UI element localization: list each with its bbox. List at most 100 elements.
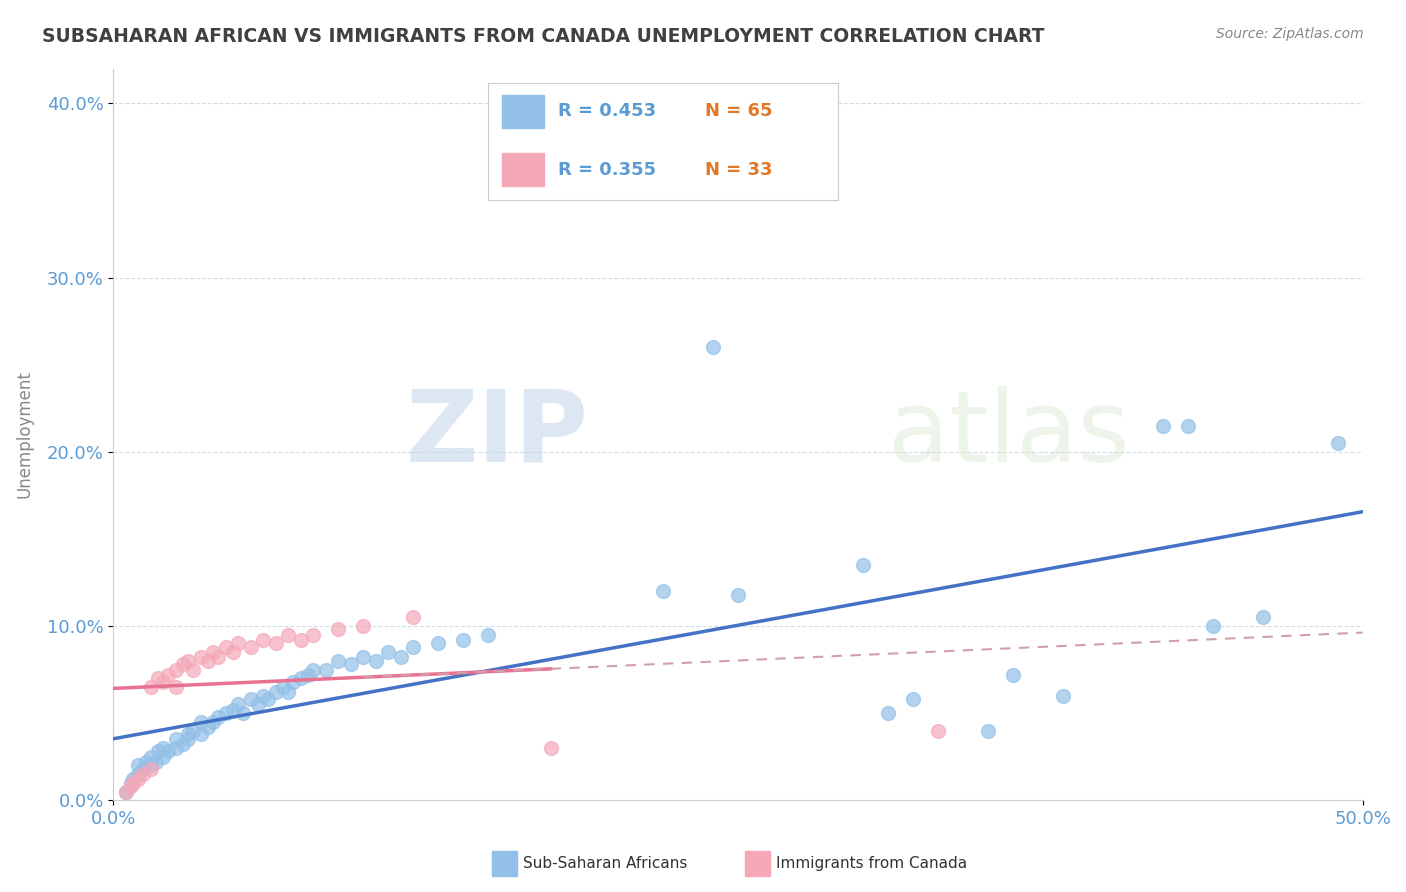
Point: [177, 727, 200, 741]
Point: [120, 776, 142, 790]
Point: [139, 762, 162, 776]
Point: [252, 632, 274, 647]
Point: [352, 619, 374, 633]
Point: [148, 744, 170, 758]
Point: [702, 340, 724, 354]
Point: [352, 650, 374, 665]
Point: [197, 654, 219, 668]
Point: [1152, 418, 1174, 433]
Point: [264, 685, 287, 699]
Point: [477, 628, 499, 642]
Point: [207, 709, 229, 723]
Point: [247, 698, 270, 712]
Point: [222, 703, 245, 717]
Point: [389, 650, 412, 665]
Point: [283, 674, 305, 689]
Point: [540, 741, 562, 756]
Point: [152, 741, 174, 756]
Point: [207, 650, 229, 665]
Point: [1001, 667, 1024, 681]
Point: [877, 706, 900, 720]
Point: [901, 692, 924, 706]
Point: [228, 698, 250, 712]
Point: [852, 558, 875, 572]
Point: [1201, 619, 1223, 633]
Point: [328, 623, 350, 637]
Point: [402, 610, 425, 624]
Point: [202, 714, 225, 729]
Point: [427, 636, 450, 650]
Point: [165, 741, 187, 756]
Text: Sub-Saharan Africans: Sub-Saharan Africans: [523, 856, 688, 871]
Point: [190, 727, 212, 741]
Point: [120, 779, 142, 793]
Point: [1177, 418, 1199, 433]
Point: [1052, 689, 1074, 703]
Point: [115, 784, 138, 798]
Point: [165, 663, 187, 677]
Point: [228, 636, 250, 650]
Point: [402, 640, 425, 654]
Point: [977, 723, 1000, 738]
Point: [328, 654, 350, 668]
Text: atlas: atlas: [889, 386, 1129, 483]
Point: [139, 680, 162, 694]
Point: [183, 663, 205, 677]
Text: SUBSAHARAN AFRICAN VS IMMIGRANTS FROM CANADA UNEMPLOYMENT CORRELATION CHART: SUBSAHARAN AFRICAN VS IMMIGRANTS FROM CA…: [42, 27, 1045, 45]
Point: [190, 714, 212, 729]
Text: Immigrants from Canada: Immigrants from Canada: [776, 856, 967, 871]
Point: [727, 588, 749, 602]
Point: [127, 767, 149, 781]
Point: [340, 657, 363, 672]
Point: [157, 667, 180, 681]
Point: [139, 749, 162, 764]
Text: ZIP: ZIP: [405, 386, 588, 483]
Point: [132, 767, 155, 781]
Point: [172, 738, 194, 752]
Point: [315, 663, 337, 677]
Point: [273, 680, 295, 694]
Point: [190, 650, 212, 665]
Point: [165, 732, 187, 747]
Point: [652, 584, 675, 599]
Point: [451, 632, 474, 647]
Text: Source: ZipAtlas.com: Source: ZipAtlas.com: [1216, 27, 1364, 41]
Point: [172, 657, 194, 672]
Point: [1251, 610, 1274, 624]
Point: [215, 706, 238, 720]
Point: [364, 654, 387, 668]
Point: [139, 758, 162, 772]
Point: [183, 723, 205, 738]
Point: [152, 674, 174, 689]
Point: [202, 645, 225, 659]
Point: [177, 654, 200, 668]
Point: [290, 632, 312, 647]
Point: [132, 762, 155, 776]
Point: [927, 723, 949, 738]
Point: [127, 758, 149, 772]
Point: [215, 640, 238, 654]
Point: [277, 628, 299, 642]
Point: [165, 680, 187, 694]
Point: [1326, 436, 1348, 450]
Point: [277, 685, 299, 699]
Point: [264, 636, 287, 650]
Point: [177, 732, 200, 747]
Point: [222, 645, 245, 659]
Point: [197, 720, 219, 734]
Point: [297, 667, 319, 681]
Point: [232, 706, 254, 720]
Point: [252, 689, 274, 703]
Point: [152, 749, 174, 764]
Point: [127, 772, 149, 787]
Point: [302, 628, 325, 642]
Point: [290, 671, 312, 685]
Point: [239, 692, 262, 706]
Point: [257, 692, 280, 706]
Point: [148, 671, 170, 685]
Point: [122, 776, 145, 790]
Point: [145, 755, 167, 769]
Point: [239, 640, 262, 654]
Point: [157, 744, 180, 758]
Point: [302, 663, 325, 677]
